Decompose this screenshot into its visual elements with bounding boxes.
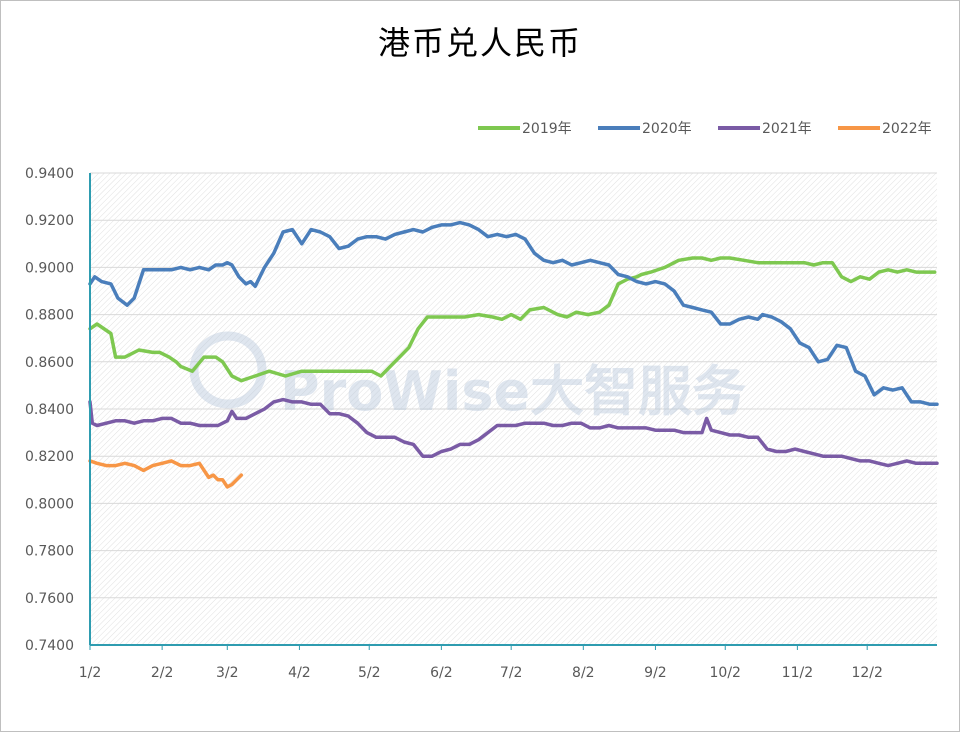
legend-label: 2021年	[762, 121, 812, 137]
y-tick-label: 0.7800	[25, 544, 74, 560]
series-line	[88, 397, 939, 468]
y-tick-label: 0.9000	[25, 260, 74, 276]
series-line	[88, 459, 244, 489]
legend-label: 2020年	[642, 121, 692, 137]
y-tick-label: 0.9200	[25, 213, 74, 229]
x-tick-label: 11/2	[782, 665, 813, 681]
y-tick-label: 0.7600	[25, 591, 74, 607]
y-tick-label: 0.7400	[25, 638, 74, 654]
x-tick-label: 9/2	[644, 665, 667, 681]
x-tick-label: 6/2	[430, 665, 453, 681]
series-line	[88, 256, 937, 383]
x-tick-label: 8/2	[572, 665, 595, 681]
x-tick-label: 12/2	[851, 665, 882, 681]
y-tick-label: 0.8200	[25, 449, 74, 465]
x-tick-label: 2/2	[151, 665, 174, 681]
legend: 2019年 2020年 2021年 2022年	[478, 121, 932, 137]
y-tick-label: 0.8000	[25, 496, 74, 512]
series-line	[88, 220, 939, 407]
y-tick-label: 0.8600	[25, 355, 74, 371]
x-tick-label: 1/2	[79, 665, 102, 681]
legend-label: 2022年	[882, 121, 932, 137]
y-tick-label: 0.9400	[25, 166, 74, 182]
x-tick-label: 5/2	[358, 665, 381, 681]
y-axis-ticks: 0.9400 0.9200 0.9000 0.8800 0.8600 0.8400 0.82…	[25, 166, 74, 654]
legend-label: 2019年	[522, 121, 572, 137]
x-tick-label: 10/2	[710, 665, 741, 681]
x-axis-ticks: 1/2 2/2 3/2 4/2 5/2 6/2 7/2 8/2 9/2 10/2 11/2 12/2	[79, 645, 883, 681]
series-lines	[88, 220, 939, 489]
axes	[89, 173, 937, 646]
chart-title: 港币兑人民币	[377, 24, 582, 62]
x-tick-label: 7/2	[500, 665, 523, 681]
y-tick-label: 0.8800	[25, 308, 74, 324]
x-tick-label: 4/2	[288, 665, 311, 681]
y-tick-label: 0.8400	[25, 402, 74, 418]
x-tick-label: 3/2	[216, 665, 239, 681]
